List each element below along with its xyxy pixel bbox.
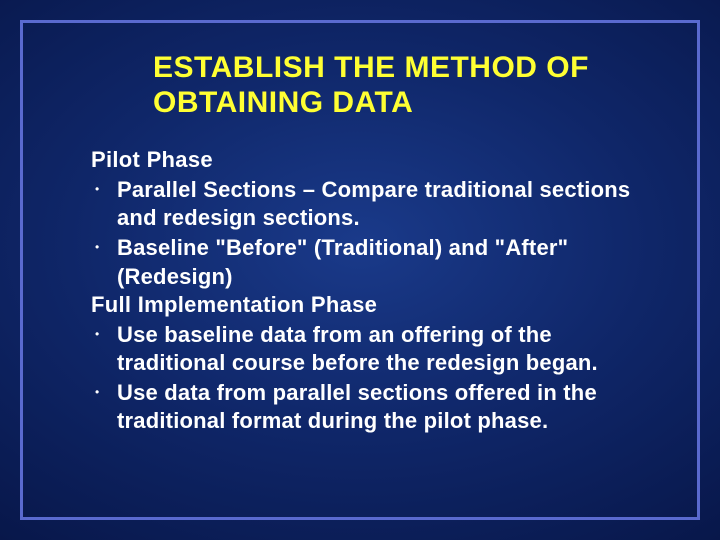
slide: ESTABLISH THE METHOD OF OBTAINING DATA P… xyxy=(0,0,720,540)
slide-body: Pilot Phase • Parallel Sections – Compar… xyxy=(91,146,657,436)
bullet-item: • Use baseline data from an offering of … xyxy=(91,321,657,377)
section-heading: Full Implementation Phase xyxy=(91,291,657,319)
bullet-item: • Parallel Sections – Compare traditiona… xyxy=(91,176,657,232)
bullet-item: • Baseline "Before" (Traditional) and "A… xyxy=(91,234,657,290)
slide-frame: ESTABLISH THE METHOD OF OBTAINING DATA P… xyxy=(20,20,700,520)
bullet-icon: • xyxy=(91,234,117,255)
bullet-text: Use data from parallel sections offered … xyxy=(117,379,657,435)
bullet-icon: • xyxy=(91,176,117,197)
bullet-text: Parallel Sections – Compare traditional … xyxy=(117,176,657,232)
bullet-text: Baseline "Before" (Traditional) and "Aft… xyxy=(117,234,657,290)
bullet-icon: • xyxy=(91,321,117,342)
slide-title: ESTABLISH THE METHOD OF OBTAINING DATA xyxy=(153,51,657,120)
bullet-text: Use baseline data from an offering of th… xyxy=(117,321,657,377)
bullet-item: • Use data from parallel sections offere… xyxy=(91,379,657,435)
section-heading: Pilot Phase xyxy=(91,146,657,174)
bullet-icon: • xyxy=(91,379,117,400)
